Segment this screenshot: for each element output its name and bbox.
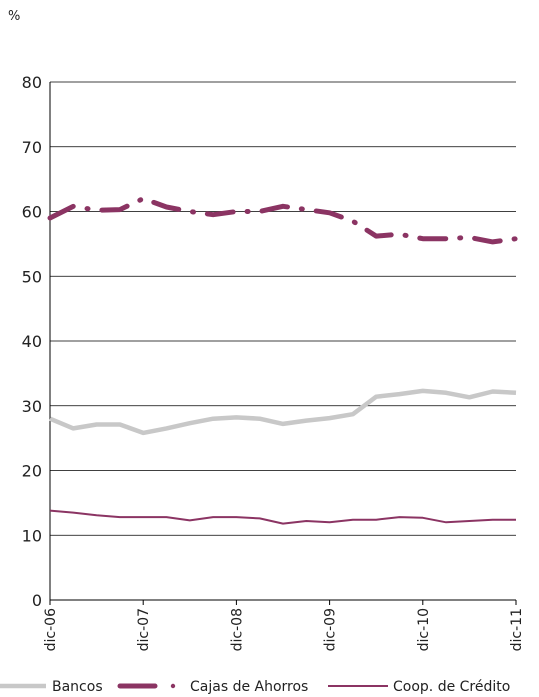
series-line-1: [47, 196, 519, 245]
x-tick-labels: dic-06 dic-07 dic-08 dic-09 dic-10 dic-11: [43, 600, 525, 651]
y-tick-label: 50: [22, 267, 42, 286]
x-tick-label: dic-10: [416, 608, 432, 651]
y-tick-labels: 0 10 20 30 40 50 60 70 80: [22, 73, 42, 610]
legend-label-2: Coop. de Crédito: [393, 679, 510, 695]
legend-label-1: Cajas de Ahorros: [190, 679, 308, 695]
legend-sample-dot-1: [170, 683, 176, 689]
axes: [49, 82, 516, 601]
y-tick-label: 70: [22, 138, 42, 157]
legend-label-0: Bancos: [52, 679, 103, 695]
x-tick-label: dic-09: [323, 608, 339, 651]
x-tick-label: dic-07: [136, 608, 152, 651]
y-tick-label: 60: [22, 203, 42, 222]
y-tick-label: 0: [32, 591, 42, 610]
x-tick-label: dic-06: [43, 608, 59, 651]
y-tick-label: 40: [22, 332, 42, 351]
y-axis-unit-label: %: [8, 9, 20, 24]
gridlines: [50, 81, 516, 536]
series-line-2: [49, 509, 516, 525]
y-tick-label: 10: [22, 526, 42, 545]
x-tick-label: dic-11: [509, 608, 525, 651]
legend: Bancos Cajas de Ahorros Coop. de Crédito: [0, 679, 510, 695]
series-line-0: [49, 388, 517, 436]
y-tick-label: 30: [22, 397, 42, 416]
x-tick-label: dic-08: [229, 608, 245, 651]
y-tick-label: 80: [22, 73, 42, 92]
y-tick-label: 20: [22, 462, 42, 481]
series-lines: [47, 196, 519, 525]
